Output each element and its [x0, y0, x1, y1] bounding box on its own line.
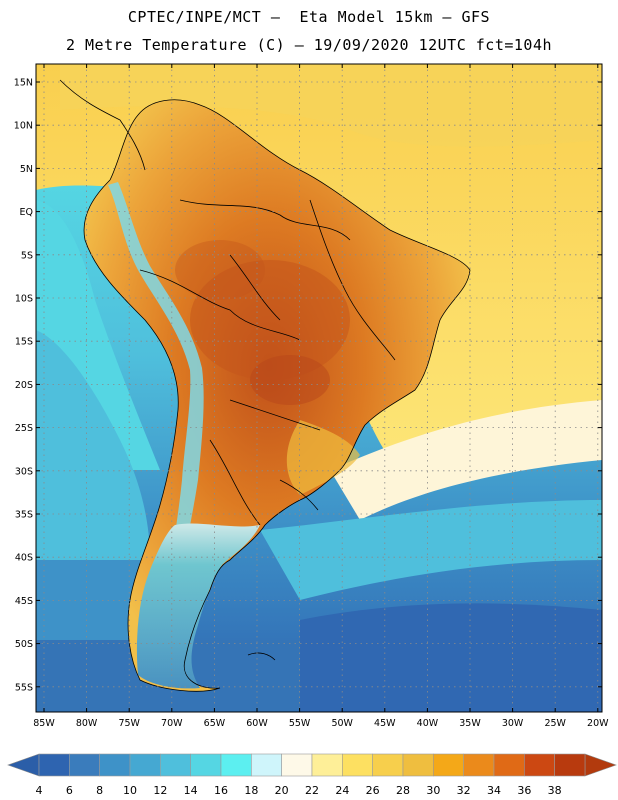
latitude-label: 25S — [15, 423, 33, 434]
longitude-label: 30W — [502, 718, 524, 729]
colorbar-label: 8 — [96, 784, 103, 797]
colorbar-swatch — [190, 753, 222, 777]
colorbar-label: 24 — [335, 784, 349, 797]
colorbar-swatch — [251, 753, 282, 777]
colorbar-swatch — [281, 753, 313, 777]
latitude-label: 5S — [21, 250, 33, 261]
longitude-label: 70W — [161, 718, 183, 729]
latitude-label: EQ — [20, 207, 33, 218]
graticule — [36, 64, 602, 712]
latitude-labels: 15N 10N 5N EQ 5S 10S 15S 20S 25S 30S 35S 40S 45S 50S 5… — [14, 78, 602, 693]
colorbar-label: 32 — [457, 784, 471, 797]
longitude-label: 50W — [331, 718, 353, 729]
colorbar-label: 30 — [426, 784, 440, 797]
latitude-label: 30S — [15, 466, 33, 477]
colorbar: 4 6 8 10 12 14 16 18 20 22 24 26 28 30 32 34 36 38 — [7, 753, 617, 797]
colorbar-label: 12 — [153, 784, 167, 797]
colorbar-label: 38 — [548, 784, 562, 797]
colorbar-label: 22 — [305, 784, 319, 797]
colorbar-label: 6 — [66, 784, 73, 797]
latitude-label: 35S — [15, 510, 33, 521]
colorbar-swatch — [433, 753, 464, 777]
map-frame — [35, 63, 603, 713]
longitude-labels: 85W 80W 75W 70W 65W 60W 55W 50W 45W 40W 35W 30W 25W 2… — [33, 64, 609, 729]
colorbar-label: 16 — [214, 784, 228, 797]
latitude-label: 10S — [15, 294, 33, 305]
colorbar-swatch — [129, 753, 161, 777]
colorbar-swatch — [524, 753, 555, 777]
colorbar-label: 10 — [123, 784, 137, 797]
colorbar-right-arrow — [584, 753, 617, 777]
colorbar-swatch — [69, 753, 100, 777]
colorbar-label: 36 — [517, 784, 531, 797]
colorbar-swatch — [38, 753, 70, 777]
latitude-label: 15N — [14, 78, 33, 89]
longitude-label: 75W — [118, 718, 140, 729]
longitude-label: 45W — [374, 718, 396, 729]
latitude-label: 55S — [15, 682, 33, 693]
colorbar-swatch — [554, 753, 586, 777]
longitude-label: 85W — [33, 718, 55, 729]
colorbar-label: 28 — [396, 784, 410, 797]
map-title: CPTEC/INPE/MCT – Eta Model 15km – GFS — [127, 8, 491, 26]
latitude-label: 40S — [15, 553, 33, 564]
map-subtitle: 2 Metre Temperature (C) – 19/09/2020 12U… — [65, 36, 553, 54]
longitude-label: 60W — [246, 718, 268, 729]
colorbar-label: 20 — [275, 784, 289, 797]
longitude-label: 25W — [544, 718, 566, 729]
latitude-label: 20S — [15, 380, 33, 391]
colorbar-label: 14 — [184, 784, 198, 797]
colorbar-label: 34 — [487, 784, 501, 797]
colorbar-swatch — [372, 753, 404, 777]
longitude-label: 40W — [417, 718, 439, 729]
colorbar-swatch — [342, 753, 373, 777]
colorbar-swatch — [311, 753, 343, 777]
longitude-label: 35W — [459, 718, 481, 729]
map-field — [36, 64, 602, 712]
colorbar-swatch — [402, 753, 434, 777]
colorbar-swatch — [493, 753, 525, 777]
colorbar-swatch — [160, 753, 191, 777]
longitude-label: 80W — [76, 718, 98, 729]
latitude-label: 10N — [14, 121, 33, 132]
colorbar-label: 18 — [244, 784, 258, 797]
colorbar-label: 4 — [36, 784, 43, 797]
colorbar-label: 26 — [366, 784, 380, 797]
colorbar-left-arrow — [7, 753, 40, 777]
latitude-label: 5N — [20, 164, 33, 175]
longitude-label: 55W — [289, 718, 311, 729]
colorbar-swatch — [463, 753, 495, 777]
colorbar-swatch — [220, 753, 252, 777]
longitude-label: 65W — [204, 718, 226, 729]
latitude-label: 50S — [15, 639, 33, 650]
colorbar-swatch — [99, 753, 131, 777]
longitude-label: 20W — [587, 718, 609, 729]
borders — [59, 79, 471, 692]
latitude-label: 15S — [15, 337, 33, 348]
latitude-label: 45S — [15, 596, 33, 607]
